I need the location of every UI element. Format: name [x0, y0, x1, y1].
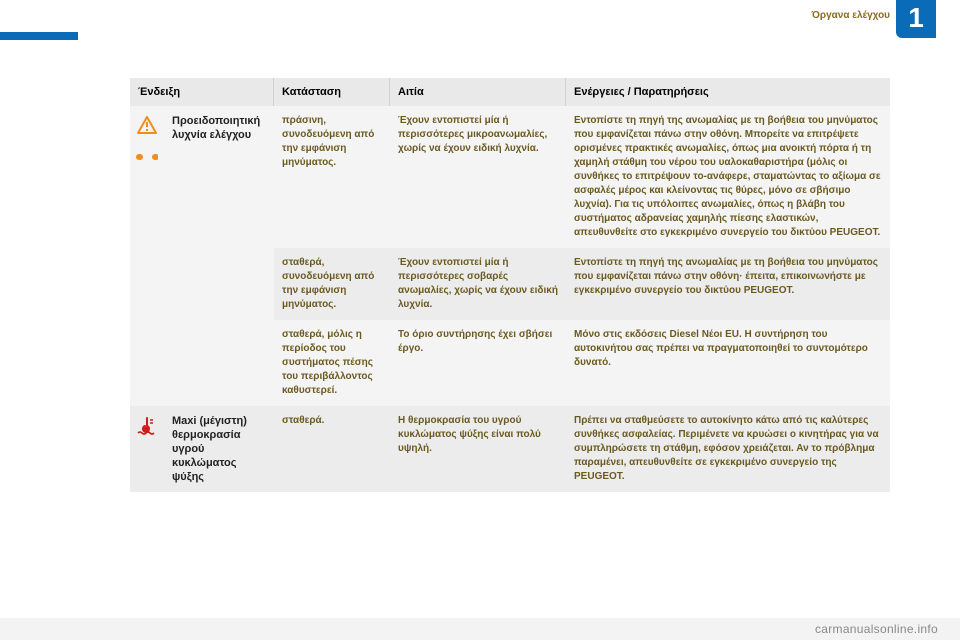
engine-temp-icon [136, 416, 158, 441]
state-cell: σταθερά, μόλις η περίοδος του συστήματος… [274, 320, 390, 406]
footer-watermark: carmanualsonline.info [0, 618, 960, 640]
diagnostic-table: Ένδειξη Κατάσταση Αιτία Ενέργειες / Παρα… [130, 78, 890, 492]
watermark-text: carmanualsonline.info [815, 622, 938, 636]
col-actions: Ενέργειες / Παρατηρήσεις [566, 78, 890, 106]
col-cause: Αιτία [390, 78, 566, 106]
col-indicator: Ένδειξη [130, 78, 274, 106]
diagnostic-table-container: Ένδειξη Κατάσταση Αιτία Ενέργειες / Παρα… [0, 34, 960, 492]
cause-cell: Έχουν εντοπιστεί μία ή περισσότερες μικρ… [390, 106, 566, 248]
table-row: Προειδοποιητική λυχνία ελέγχου πράσινη, … [130, 106, 890, 248]
indicator-icons-cell [130, 406, 164, 492]
wrench-icon [136, 151, 158, 170]
cause-cell: Έχουν εντοπιστεί μία ή περισσότερες σοβα… [390, 248, 566, 320]
indicator-label: Προειδοποιητική λυχνία ελέγχου [164, 106, 274, 406]
state-cell: σταθερά. [274, 406, 390, 492]
warning-triangle-icon [137, 116, 157, 139]
table-header-row: Ένδειξη Κατάσταση Αιτία Ενέργειες / Παρα… [130, 78, 890, 106]
indicator-label: Maxi (μέγιστη) θερμοκρασία υγρού κυκλώμα… [164, 406, 274, 492]
section-title: Όργανα ελέγχου [812, 10, 890, 21]
page-number: 1 [896, 0, 936, 38]
state-cell: πράσινη, συνοδευόμενη από την εμφάνιση μ… [274, 106, 390, 248]
cause-cell: Το όριο συντήρησης έχει σβήσει έργο. [390, 320, 566, 406]
page-header: Όργανα ελέγχου 1 [0, 0, 960, 34]
actions-cell: Εντοπίστε τη πηγή της ανωμαλίας με τη βο… [566, 248, 890, 320]
indicator-icons-cell [130, 106, 164, 406]
actions-cell: Μόνο στις εκδόσεις Diesel Νέοι EU. Η συν… [566, 320, 890, 406]
state-cell: σταθερά, συνοδευόμενη από την εμφάνιση μ… [274, 248, 390, 320]
col-state: Κατάσταση [274, 78, 390, 106]
table-row: Maxi (μέγιστη) θερμοκρασία υγρού κυκλώμα… [130, 406, 890, 492]
actions-cell: Εντοπίστε τη πηγή της ανωμαλίας με τη βο… [566, 106, 890, 248]
actions-cell: Πρέπει να σταθμεύσετε το αυτοκίνητο κάτω… [566, 406, 890, 492]
cause-cell: Η θερμοκρασία του υγρού κυκλώματος ψύξης… [390, 406, 566, 492]
